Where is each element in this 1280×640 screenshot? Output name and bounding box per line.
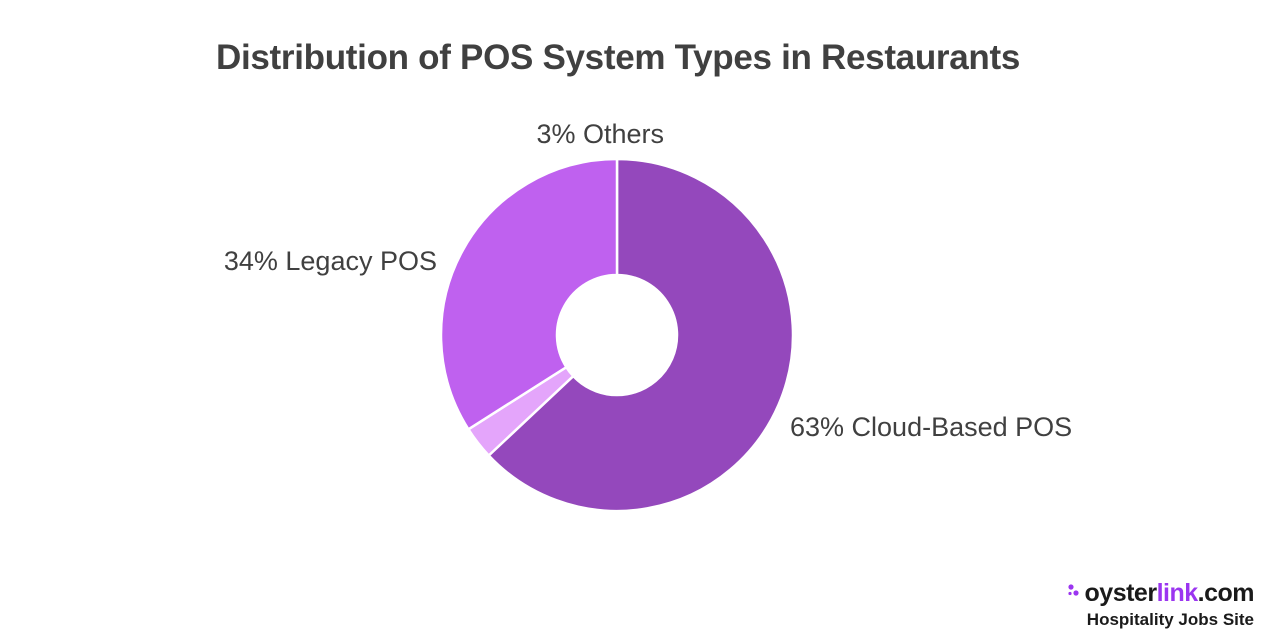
chart-title: Distribution of POS System Types in Rest… [215, 38, 1021, 77]
oysterlink-dots-icon [1067, 584, 1079, 596]
slice-cloud-based-pos [487, 157, 795, 513]
slice-label-cloud-based-pos: 63% Cloud-Based POS [790, 412, 1072, 442]
slice-legacy-pos [439, 157, 619, 431]
slice-label-others: 3% Others [536, 119, 664, 149]
brand-oyster-text: oyster [1084, 579, 1158, 607]
brand-tagline: Hospitality Jobs Site [1086, 610, 1254, 629]
brand-tld-text: .com [1197, 579, 1255, 607]
brand-link-text: link [1156, 579, 1199, 607]
brand-logo: oyster link .com Hospitality Jobs Site [1067, 578, 1255, 630]
brand-wordmark: oyster link .com [1067, 578, 1255, 608]
slice-label-legacy-pos: 34% Legacy POS [224, 246, 437, 276]
